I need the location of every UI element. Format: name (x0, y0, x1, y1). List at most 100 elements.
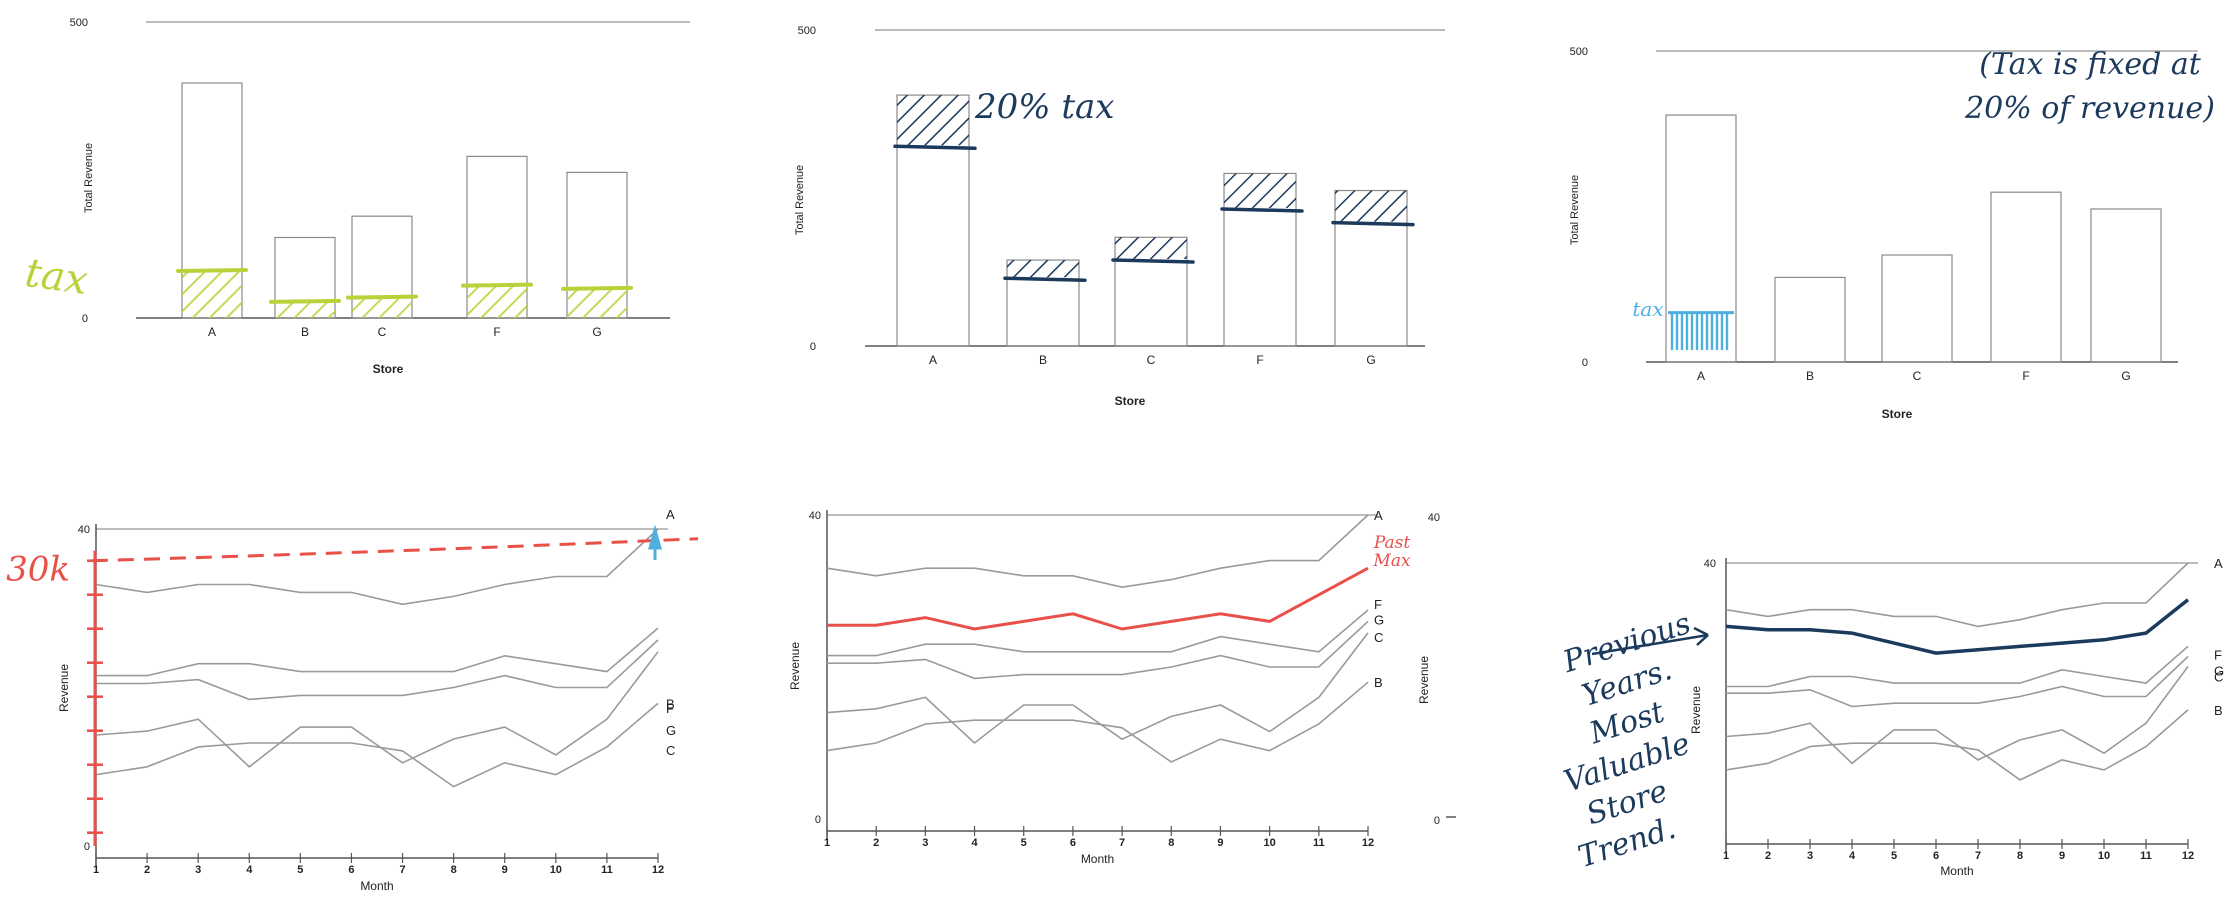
note-line: (Tax is fixed at (1979, 47, 2202, 82)
stub-top-tick: 40 (1428, 512, 1440, 524)
series-line-G (827, 620, 1369, 680)
net-line-A (893, 144, 977, 151)
tax-line-A (176, 267, 248, 273)
tax-annotation: tax (22, 250, 90, 304)
x-tick-label: 9 (2059, 850, 2065, 862)
line-chart-bottom-middle: 1 2 3 4 5 6 7 8 9 10 11 12040MonthRevenueAFGCBPastM… (788, 508, 1456, 866)
series-label-B: B (666, 696, 675, 711)
series-label-C: C (2214, 669, 2223, 684)
y-tick-label: 0 (810, 341, 816, 353)
tax-hatch-C (352, 297, 412, 318)
x-tick-label: F (493, 325, 500, 339)
series-label-G: G (666, 723, 676, 738)
x-tick-label: 11 (2140, 850, 2152, 862)
y-axis-label: Total Revenue (1569, 175, 1581, 245)
y-tick-label: 0 (1582, 357, 1588, 369)
bar-F (1990, 191, 2062, 363)
tax-line-F (461, 282, 533, 288)
x-tick-label: 3 (922, 837, 928, 849)
tax-hatch-F (467, 285, 527, 318)
x-tick-label: 8 (451, 864, 457, 876)
x-tick-label: 5 (297, 864, 303, 876)
y-axis-label: Revenue (57, 664, 71, 712)
series-line-B (826, 681, 1369, 763)
target-dashed-line (91, 537, 699, 563)
series-label-G: G (1374, 612, 1384, 627)
series-label-B: B (1374, 675, 1383, 690)
x-tick-label: 12 (2182, 850, 2194, 862)
series-label-G: G (2214, 663, 2224, 678)
y-tick-label: 500 (1570, 46, 1588, 58)
x-tick-label: 1 (93, 864, 99, 876)
line-chart-bottom-right: 1 2 3 4 5 6 7 8 9 10 11 1240MonthRevenueAFGCBPrevio… (1558, 556, 2224, 878)
tax-hatch-B (275, 301, 335, 318)
series-label-F: F (2214, 647, 2222, 662)
arrow-shaft (1591, 633, 1709, 656)
y-axis-label: Total Revenue (83, 143, 95, 213)
y-tick-label: 0 (82, 313, 88, 325)
tax-annotation: 20% tax (974, 87, 1115, 127)
tax-hatch-F (1224, 173, 1296, 208)
x-tick-label: 10 (2098, 850, 2110, 862)
x-tick-label: C (378, 325, 387, 339)
y-tick-label: 40 (1704, 558, 1716, 570)
x-tick-label: 4 (971, 837, 978, 849)
y-tick-label: 0 (84, 841, 90, 853)
x-axis-label: Store (1115, 394, 1146, 408)
x-tick-label: 2 (144, 864, 150, 876)
series-line-A (826, 514, 1369, 589)
x-axis-label: Month (1081, 852, 1114, 866)
series-line-A (1725, 562, 2189, 628)
series-label-F: F (1374, 597, 1382, 612)
x-axis-label: Store (1882, 407, 1913, 421)
net-line-F (1220, 207, 1304, 213)
x-tick-label: C (1913, 369, 1922, 383)
x-tick-label: 11 (1313, 837, 1325, 849)
past-max-label: Past (1373, 533, 1411, 553)
x-tick-label: B (301, 325, 309, 339)
series-label-A: A (1374, 508, 1383, 523)
tax-hatch-A (1670, 312, 1730, 350)
bar-G (2090, 208, 2162, 363)
series-label-C: C (666, 743, 675, 758)
y-tick-label: 500 (70, 17, 88, 29)
net-line-B (1003, 276, 1087, 282)
series-line-F (827, 609, 1369, 657)
series-label-B: B (2214, 703, 2223, 718)
series-label-C: C (1374, 630, 1383, 645)
tax-hatch-B (1007, 260, 1079, 278)
bar-chart-top-right: 0 500 A B C F G Store Total Revenue tax (Tax is fi… (1569, 46, 2215, 421)
x-tick-label: G (2121, 369, 2130, 383)
past-max-label: Max (1372, 551, 1411, 571)
x-tick-label: 1 (824, 837, 830, 849)
y-axis-label: Total Revenue (794, 165, 806, 235)
x-tick-label: G (592, 325, 601, 339)
x-tick-label: 3 (195, 864, 201, 876)
tax-hatch-C (1115, 237, 1187, 260)
stub-y-label: Revenue (1417, 656, 1431, 704)
x-tick-label: B (1039, 353, 1047, 367)
series-line-G (96, 639, 659, 701)
x-tick-label: A (929, 353, 937, 367)
up-arrow-icon (648, 524, 662, 560)
y-tick-label: 40 (809, 510, 821, 522)
series-label-F: F (666, 701, 674, 716)
trend-line (1725, 598, 2190, 655)
x-tick-label: B (1806, 369, 1814, 383)
tax-hatch-A (897, 95, 969, 146)
y-axis-label: Revenue (788, 642, 802, 690)
x-tick-label: 9 (502, 864, 508, 876)
x-tick-label: 3 (1807, 850, 1813, 862)
series-line-C (826, 632, 1369, 745)
arrow-head-icon (1693, 626, 1709, 646)
net-line-C (1111, 258, 1195, 264)
series-line-F (96, 627, 659, 677)
x-axis-label: Store (373, 362, 404, 376)
tax-hatch-A (182, 270, 242, 318)
series-line-A (95, 528, 659, 606)
series-line-G (1726, 655, 2189, 708)
x-tick-label: G (1366, 353, 1375, 367)
x-tick-label: 9 (1217, 837, 1223, 849)
tax-line-B (269, 298, 341, 304)
